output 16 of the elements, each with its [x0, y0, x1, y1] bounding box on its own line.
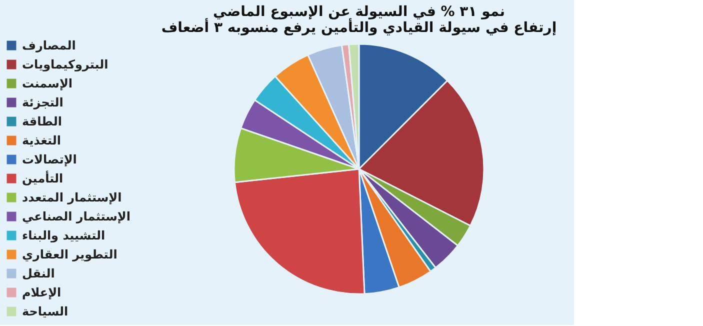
legend-label: الطاقة [22, 114, 62, 128]
legend-label: الإعلام [22, 286, 62, 300]
legend-label: التجزئة [22, 96, 64, 110]
legend-label: السياحة [22, 304, 68, 318]
legend-label: الإستثمار الصناعي [22, 210, 130, 224]
legend-label: التطوير العقاري [22, 248, 118, 262]
text: إرتفاع في سيولة القيادي والتأمين يرفع منسوبه ٣ أضعاف [161, 20, 557, 36]
legend-label: النقل [22, 266, 55, 280]
legend-label: التغذية [22, 134, 62, 148]
legend-label: التأمين [22, 170, 64, 186]
legend-label: البتروكيماويات [22, 58, 108, 72]
legend-label: الإستثمار المتعدد [22, 190, 122, 204]
legend-label: التشييد والبناء [22, 228, 106, 242]
legend-label: المصارف [22, 38, 76, 52]
legend-label: الإتصالات [22, 152, 77, 166]
legend-label: الإسمنت [22, 76, 72, 90]
